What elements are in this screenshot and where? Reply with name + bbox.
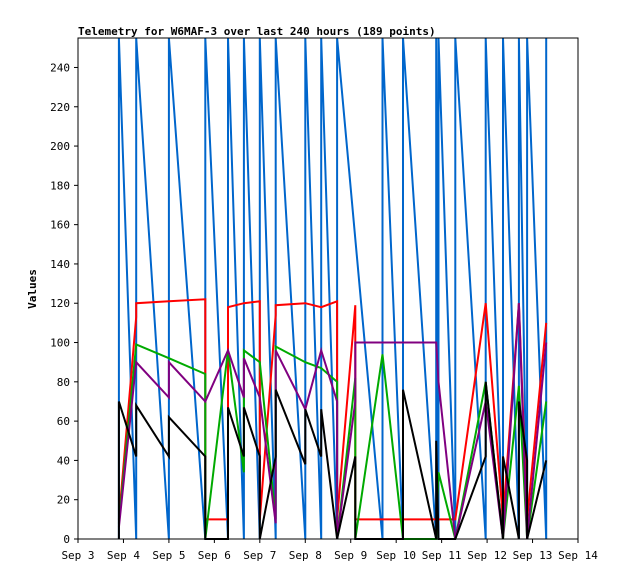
x-tick-label-1: Sep 4 — [107, 549, 140, 562]
y-tick-label-10: 200 — [50, 140, 70, 153]
y-tick-label-8: 160 — [50, 219, 70, 232]
x-tick-label-4: Sep 7 — [243, 549, 276, 562]
series-line-2 — [117, 343, 548, 540]
chart-title: Telemetry for W6MAF-3 over last 240 hour… — [78, 25, 436, 38]
y-tick-label-2: 40 — [57, 454, 70, 467]
y-tick-label-9: 180 — [50, 179, 70, 192]
plot-frame — [77, 37, 579, 540]
y-tick-label-1: 20 — [57, 494, 70, 507]
x-tick-label-6: Sep 9 — [334, 549, 367, 562]
series-line-0 — [117, 37, 548, 540]
y-tick-label-4: 80 — [57, 376, 70, 389]
series-line-3 — [117, 303, 548, 540]
y-axis: 0 20 40 60 80 100 120 140 160 180 200 220 240 — [50, 61, 78, 546]
x-tick-label-3: Sep 6 — [198, 549, 231, 562]
y-tick-label-0: 0 — [63, 533, 70, 546]
y-tick-label-7: 140 — [50, 258, 70, 271]
x-tick-label-7: Sep 10 — [376, 549, 416, 562]
y-tick-label-5: 100 — [50, 337, 70, 350]
y-axis-label: Values — [26, 269, 39, 309]
x-tick-label-8: Sep 11 — [422, 549, 462, 562]
x-tick-label-2: Sep 5 — [152, 549, 185, 562]
y-tick-label-11: 220 — [50, 101, 70, 114]
series-line-4 — [117, 381, 548, 540]
x-tick-label-11: Sep 14 — [558, 549, 598, 562]
x-axis: Sep 3 Sep 4 Sep 5 Sep 6 Sep 7 Sep 8 Sep 9 Sep 1… — [61, 539, 598, 562]
y-tick-label-3: 60 — [57, 415, 70, 428]
y-tick-label-12: 240 — [50, 61, 70, 74]
x-tick-label-10: Sep 13 — [513, 549, 553, 562]
x-tick-label-0: Sep 3 — [61, 549, 94, 562]
x-tick-label-9: Sep 12 — [467, 549, 507, 562]
series-layer — [117, 37, 548, 540]
y-tick-label-6: 120 — [50, 297, 70, 310]
x-tick-label-5: Sep 8 — [289, 549, 322, 562]
